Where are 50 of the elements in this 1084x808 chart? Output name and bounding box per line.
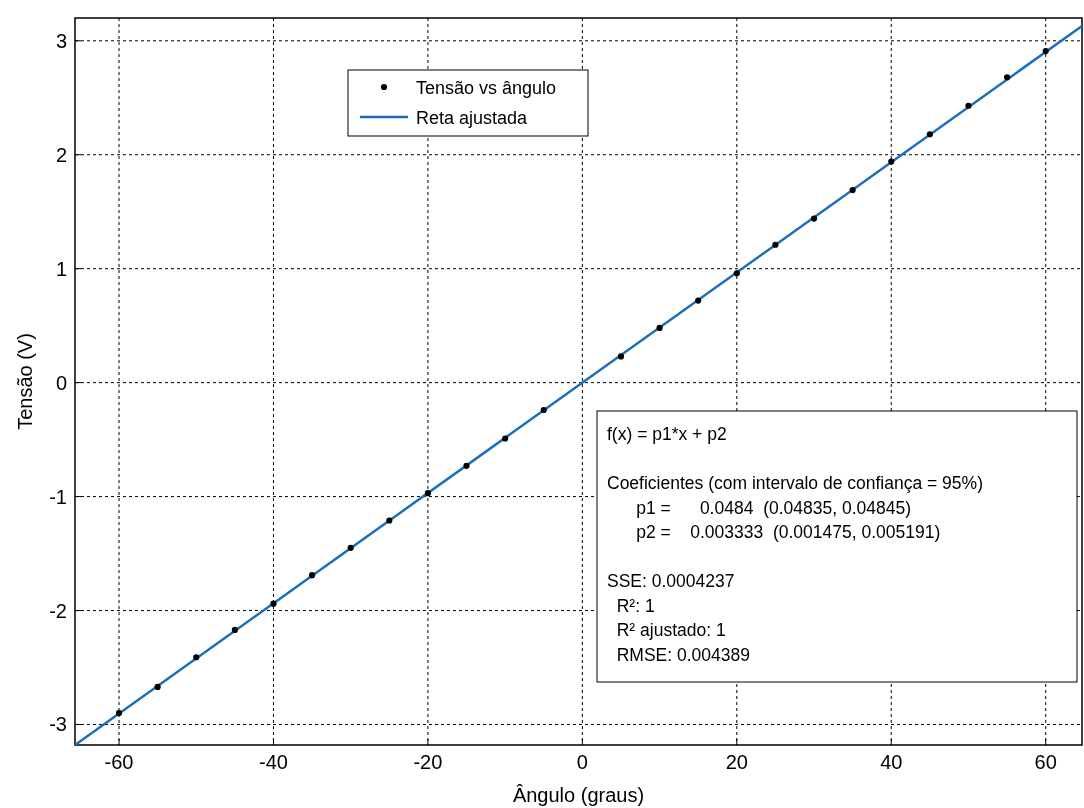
x-tick-label: -20 bbox=[413, 751, 443, 773]
point bbox=[733, 270, 740, 277]
y-tick-label: 1 bbox=[55, 257, 67, 280]
x-tick-label: -60 bbox=[104, 751, 134, 773]
point bbox=[270, 600, 277, 607]
y-tick-label: -3 bbox=[49, 713, 67, 736]
point bbox=[115, 710, 123, 717]
point bbox=[1004, 74, 1011, 81]
annotation: R² ajustado: 1 bbox=[607, 620, 726, 640]
x-tick-label: 20 bbox=[725, 751, 748, 773]
point bbox=[347, 544, 354, 551]
point bbox=[193, 654, 200, 661]
y-tick-label: 2 bbox=[55, 143, 67, 166]
x-axis-title: Ângulo (graus) bbox=[512, 784, 645, 806]
point bbox=[231, 626, 238, 633]
point bbox=[502, 435, 509, 442]
y-axis-title: Tensão (V) bbox=[14, 333, 36, 430]
point bbox=[926, 131, 933, 138]
annotation: R²: 1 bbox=[607, 595, 655, 616]
annotation: SSE: 0.0004237 bbox=[607, 571, 735, 591]
point bbox=[386, 517, 393, 524]
x-tick-label: -40 bbox=[259, 751, 288, 773]
point bbox=[656, 324, 663, 332]
annotation: p1 = 0.0484 (0.04835, 0.04845) bbox=[607, 497, 912, 518]
y-tick-label: 3 bbox=[55, 29, 67, 52]
point bbox=[540, 406, 547, 414]
point bbox=[424, 490, 431, 497]
point bbox=[695, 297, 702, 304]
point bbox=[965, 102, 972, 109]
point bbox=[463, 462, 470, 469]
y-tick-label: 0 bbox=[55, 371, 67, 394]
y-tick-label: -2 bbox=[49, 599, 67, 622]
point bbox=[617, 353, 625, 360]
annotation: f(x) = p1*x + p2 bbox=[607, 424, 727, 444]
legend-label: Tensão vs ângulo bbox=[416, 78, 557, 98]
point bbox=[154, 683, 161, 690]
annotation: Coeficientes (com intervalo de confiança = 95%) bbox=[607, 473, 983, 493]
x-tick-label: 60 bbox=[1034, 751, 1057, 773]
point bbox=[1042, 47, 1049, 55]
point bbox=[810, 215, 818, 222]
x-tick-label: 40 bbox=[880, 751, 903, 773]
y-tick-label: -1 bbox=[49, 485, 67, 508]
x-tick-label: 0 bbox=[576, 751, 588, 773]
point bbox=[849, 186, 856, 194]
point bbox=[888, 158, 895, 165]
point bbox=[308, 572, 316, 579]
legend-label: Reta ajustada bbox=[416, 108, 529, 128]
annotation: RMSE: 0.004389 bbox=[607, 644, 750, 665]
annotation: p2 = 0.003333 (0.001475, 0.005191) bbox=[607, 522, 941, 542]
point bbox=[772, 241, 779, 248]
